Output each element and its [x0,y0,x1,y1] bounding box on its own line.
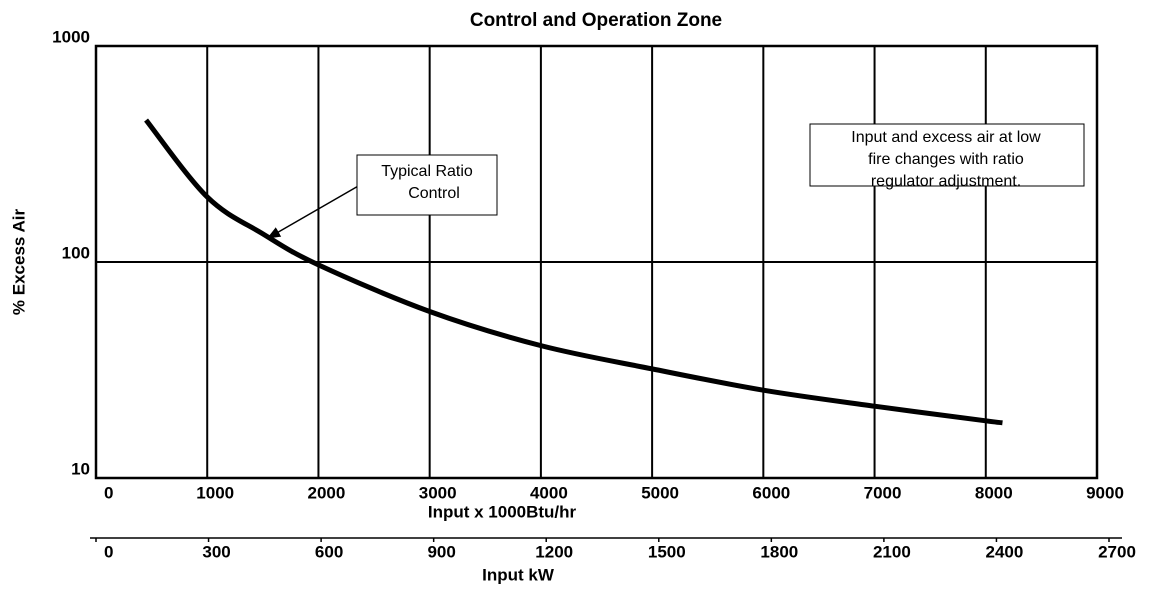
annotation-text: Typical Ratio [381,163,473,180]
x2-tick-label: 2700 [1098,542,1136,561]
plot-frame [94,44,1099,480]
annotation-text: fire changes with ratio [868,151,1024,168]
x-tick-label: 6000 [752,483,790,502]
x2-tick-label: 900 [427,542,455,561]
x-tick-label: 9000 [1086,483,1124,502]
x2-tick-label: 2100 [873,542,911,561]
x-tick-label: 1000 [196,483,234,502]
annotation-text: Input and excess air at low [851,129,1041,146]
x-tick-label: 4000 [530,483,568,502]
x-tick-label: 5000 [641,483,679,502]
x2-tick-label: 1500 [648,542,686,561]
annotation-arrow [266,184,361,239]
annotation-box [356,154,498,216]
x-tick-label: 7000 [864,483,902,502]
x2-tick-label: 2400 [986,542,1024,561]
x-tick-label: 0 [104,483,113,502]
grid [95,45,1098,479]
y-tick-label: 100 [62,243,90,262]
chart-title: Control and Operation Zone [470,10,722,31]
annotation-text: Control [408,185,460,202]
marks [144,118,1003,426]
x-tick-label: 2000 [308,483,346,502]
annotation-text: regulator adjustment. [871,173,1021,190]
x2-axis-label: Input kW [482,565,555,584]
x2-tick-label: 1200 [535,542,573,561]
annotation-box [809,123,1085,187]
x-tick-label: 8000 [975,483,1013,502]
y-tick-label: 10 [71,459,90,478]
data-line [144,118,1003,426]
x-axis-label: Input x 1000Btu/hr [428,502,577,521]
x2-tick-label: 1800 [760,542,798,561]
x2-tick-label: 600 [315,542,343,561]
y-axis-label: % Excess Air [9,209,28,316]
x2-tick-label: 0 [104,542,113,561]
x-tick-label: 3000 [419,483,457,502]
y-tick-label: 1000 [52,27,90,46]
x2-tick-label: 300 [202,542,230,561]
